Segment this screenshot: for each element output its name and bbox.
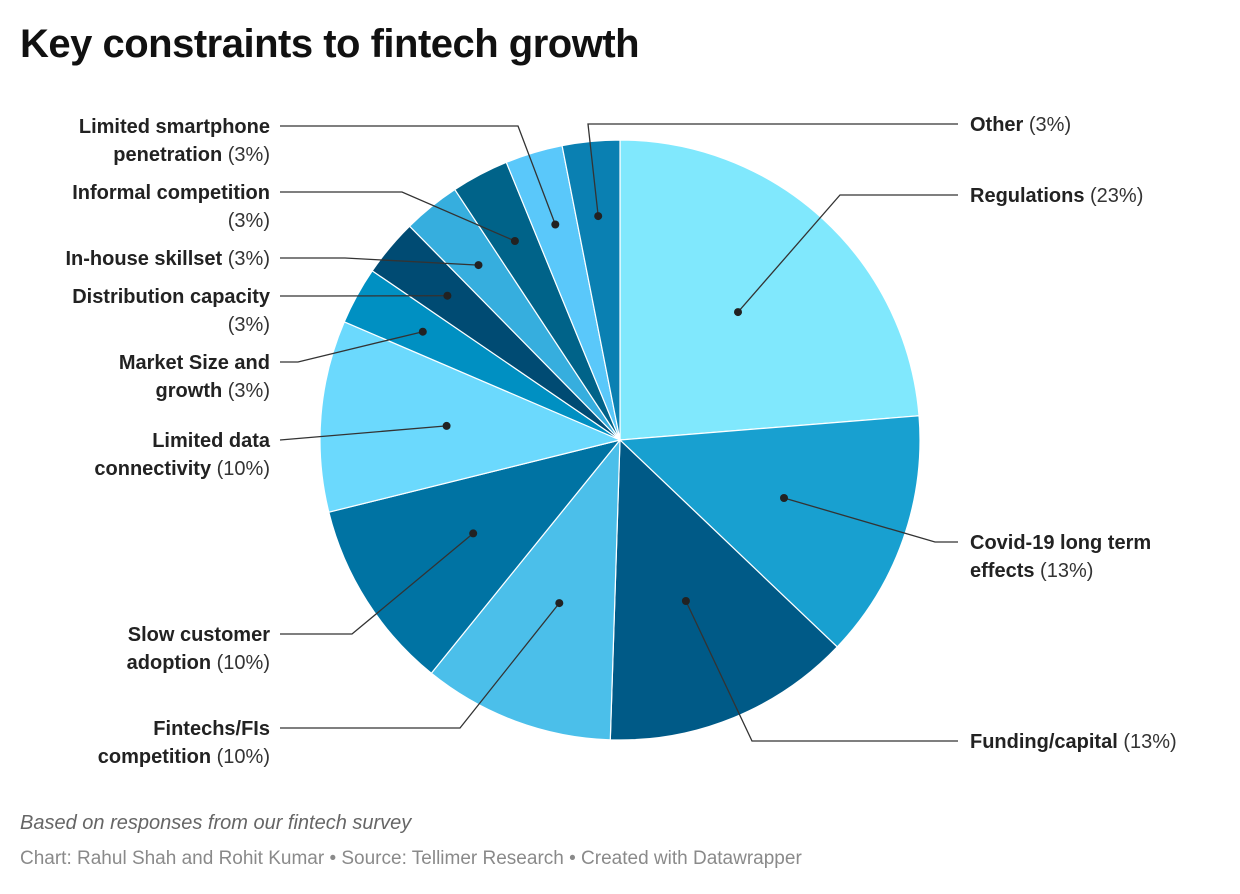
slice-label-informal-competition: Informal competition (3%) (72, 182, 270, 232)
leader-dot-fintechs-fis-competition (555, 599, 564, 608)
pie-slice-fintechs-fis-competition (430, 438, 621, 741)
leader-lines (279, 123, 958, 742)
leader-line-other (587, 123, 958, 217)
pie-slice-other (561, 139, 621, 441)
leader-dot-other (594, 212, 603, 221)
leader-dot-slow-customer-adoption (469, 529, 478, 538)
leader-line-in-house-skillset (280, 257, 479, 266)
leader-dot-informal-competition (510, 237, 519, 245)
slice-label-other: Other (3%) (970, 114, 1071, 136)
leader-line-slow-customer-adoption (280, 532, 474, 635)
leader-line-regulations (737, 194, 958, 313)
pie-slice-slow-customer-adoption (328, 438, 622, 675)
slice-label-limited-data-connectivity: Limited data connectivity (10%) (94, 430, 270, 480)
leader-line-market-size-and-growth (280, 331, 423, 363)
leader-line-covid-19-long-term-effects (783, 497, 958, 543)
leader-dot-limited-smartphone-penetration (551, 220, 560, 229)
chart-notes: Based on responses from our fintech surv… (20, 812, 412, 834)
pie-slice-regulations (619, 139, 920, 441)
leader-dot-funding-capital (681, 597, 690, 605)
slice-label-fintechs-fis-competition: Fintechs/FIs competition (10%) (98, 718, 270, 768)
pie-slice-funding-capital (609, 438, 839, 741)
leader-line-limited-smartphone-penetration (280, 125, 556, 225)
leader-dot-regulations (734, 308, 742, 317)
chart-byline: Chart: Rahul Shah and Rohit Kumar • Sour… (20, 848, 802, 869)
leader-dot-in-house-skillset (474, 261, 483, 270)
slice-label-covid-19-long-term-effects: Covid-19 long term effects (13%) (970, 532, 1151, 582)
leader-dot-covid-19-long-term-effects (780, 494, 788, 502)
chart-title: Key constraints to fintech growth (20, 22, 640, 66)
slice-label-slow-customer-adoption: Slow customer adoption (10%) (127, 624, 271, 674)
slice-label-funding-capital: Funding/capital (13%) (970, 731, 1177, 753)
slice-label-limited-smartphone-penetration: Limited smartphone penetration (3%) (79, 116, 270, 166)
leader-dot-distribution-capacity (443, 291, 452, 300)
slice-labels: Regulations (23%) Covid-19 long term effec… (65, 114, 1176, 768)
leader-line-funding-capital (685, 600, 958, 742)
leader-dot-market-size-and-growth (418, 327, 427, 336)
slice-label-in-house-skillset: In-house skillset (3%) (65, 248, 270, 270)
leader-line-informal-competition (280, 191, 516, 242)
pie-slice-limited-data-connectivity (319, 321, 622, 513)
leader-line-fintechs-fis-competition (280, 602, 560, 729)
slice-label-distribution-capacity: Distribution capacity (3%) (72, 286, 271, 336)
slice-label-market-size-and-growth: Market Size and growth (3%) (119, 352, 270, 402)
leader-dot-limited-data-connectivity (442, 421, 451, 430)
slice-label-regulations: Regulations (23%) (970, 185, 1143, 207)
pie-slices (319, 139, 921, 741)
leader-line-limited-data-connectivity (279, 425, 447, 441)
pie-slice-covid-19-long-term-effects (618, 415, 921, 648)
